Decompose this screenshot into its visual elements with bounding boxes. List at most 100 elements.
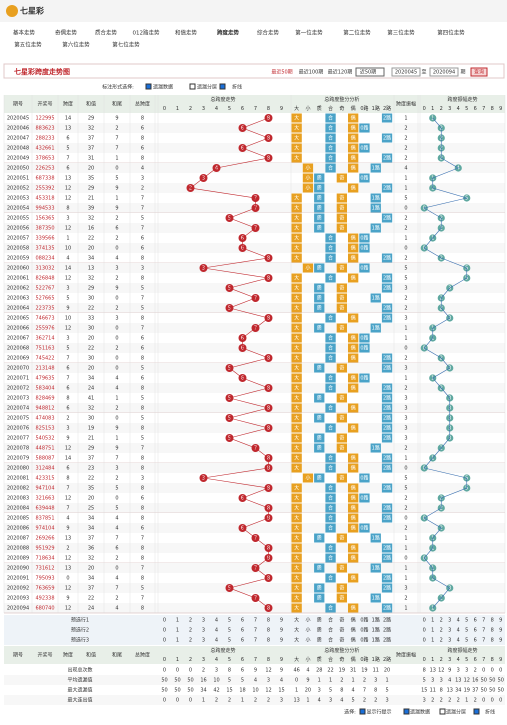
preselect-digit[interactable]: 8	[491, 618, 494, 624]
checkbox[interactable]	[359, 708, 366, 715]
preselect-digit[interactable]: 1	[176, 638, 179, 644]
range[interactable]: 最近120期	[328, 69, 353, 76]
preselect-digit[interactable]: 大	[294, 637, 299, 644]
preselect-digit[interactable]: 9	[280, 618, 283, 624]
preselect-digit[interactable]: 5	[465, 628, 468, 634]
preselect-digit[interactable]: 9	[280, 628, 283, 634]
preselect-digit[interactable]: 小	[305, 627, 310, 634]
preselect-digit[interactable]: 小	[305, 637, 310, 644]
preselect-digit[interactable]: 0	[423, 618, 426, 624]
option[interactable]: 折线	[232, 84, 242, 91]
preselect-digit[interactable]: 2路	[383, 637, 391, 644]
nav-link[interactable]: 012路走势	[133, 29, 160, 37]
nav-link[interactable]: 奇偶走势	[55, 29, 78, 37]
preselect-digit[interactable]: 5	[228, 638, 231, 644]
checkbox[interactable]	[439, 708, 446, 715]
preselect-digit[interactable]: 8	[267, 628, 270, 634]
preselect-digit[interactable]: 0路	[360, 627, 368, 634]
preselect-digit[interactable]: 7	[254, 638, 257, 644]
preselect-digit[interactable]: 3	[202, 638, 205, 644]
preselect-digit[interactable]: 8	[491, 638, 494, 644]
preselect-digit[interactable]: 6	[241, 628, 244, 634]
preselect-digit[interactable]: 3	[202, 628, 205, 634]
footer-option[interactable]: 折线	[485, 709, 495, 716]
preselect-digit[interactable]: 奇	[339, 617, 344, 624]
preselect-digit[interactable]: 1路	[372, 617, 380, 624]
checkbox[interactable]	[403, 708, 410, 715]
nav-link[interactable]: 质合走势	[95, 29, 118, 37]
preselect-digit[interactable]: 7	[482, 618, 485, 624]
footer-option[interactable]: 遗漏分层	[446, 709, 466, 716]
preselect-digit[interactable]: 7	[482, 638, 485, 644]
preselect-digit[interactable]: 9	[499, 638, 502, 644]
preselect-digit[interactable]: 1	[431, 638, 434, 644]
checkbox[interactable]	[189, 83, 196, 90]
preselect-digit[interactable]: 7	[482, 628, 485, 634]
preselect-digit[interactable]: 3	[202, 618, 205, 624]
nav-link[interactable]: 第五位走势	[14, 41, 42, 49]
preselect-digit[interactable]: 2	[440, 618, 443, 624]
preselect-digit[interactable]: 8	[491, 628, 494, 634]
preselect-digit[interactable]: 0	[423, 628, 426, 634]
nav-link[interactable]: 第四位走势	[437, 29, 465, 37]
preselect-digit[interactable]: 质	[317, 627, 322, 634]
preselect-digit[interactable]: 4	[215, 618, 218, 624]
preselect-digit[interactable]: 7	[254, 628, 257, 634]
preselect-digit[interactable]: 3	[448, 638, 451, 644]
preselect-digit[interactable]: 2	[189, 638, 192, 644]
checkbox[interactable]	[145, 83, 152, 90]
preselect-digit[interactable]: 6	[474, 638, 477, 644]
preselect-digit[interactable]: 0	[163, 628, 166, 634]
preselect-digit[interactable]: 大	[294, 627, 299, 634]
preselect-digit[interactable]: 合	[328, 637, 333, 644]
preselect-digit[interactable]: 9	[499, 618, 502, 624]
preselect-digit[interactable]: 2	[189, 618, 192, 624]
select-text[interactable]: 近50期	[360, 69, 376, 76]
preselect-digit[interactable]: 4	[215, 638, 218, 644]
checkbox[interactable]	[219, 83, 226, 90]
preselect-digit[interactable]: 6	[241, 618, 244, 624]
preselect-digit[interactable]: 9	[280, 638, 283, 644]
preselect-digit[interactable]: 6	[474, 618, 477, 624]
preselect-digit[interactable]: 大	[294, 617, 299, 624]
preselect-digit[interactable]: 1路	[372, 637, 380, 644]
nav-link[interactable]: 第七位走势	[112, 41, 140, 49]
preselect-digit[interactable]: 9	[499, 628, 502, 634]
preselect-digit[interactable]: 0路	[360, 637, 368, 644]
preselect-digit[interactable]: 4	[457, 638, 460, 644]
preselect-digit[interactable]: 1	[176, 628, 179, 634]
preselect-digit[interactable]: 质	[317, 617, 322, 624]
preselect-digit[interactable]: 2路	[383, 627, 391, 634]
preselect-digit[interactable]: 2	[189, 628, 192, 634]
range[interactable]: 最近100期	[299, 69, 324, 76]
nav-link[interactable]: 第一位走势	[295, 29, 323, 37]
preselect-digit[interactable]: 4	[457, 618, 460, 624]
query[interactable]: 查询	[474, 69, 484, 76]
preselect-digit[interactable]: 1	[176, 618, 179, 624]
nav-link[interactable]: 第六位走势	[62, 41, 90, 49]
preselect-digit[interactable]: 质	[317, 637, 322, 644]
preselect-digit[interactable]: 6	[241, 638, 244, 644]
preselect-digit[interactable]: 2	[440, 628, 443, 634]
preselect-digit[interactable]: 偶	[351, 617, 356, 624]
preselect-digit[interactable]: 3	[448, 618, 451, 624]
nav-link[interactable]: 基本走势	[13, 29, 36, 37]
preselect-digit[interactable]: 6	[474, 628, 477, 634]
preselect-digit[interactable]: 5	[465, 638, 468, 644]
preselect-digit[interactable]: 4	[215, 628, 218, 634]
preselect-digit[interactable]: 小	[305, 617, 310, 624]
nav-link[interactable]: 和值走势	[175, 29, 198, 37]
preselect-digit[interactable]: 0	[163, 618, 166, 624]
preselect-digit[interactable]: 0	[423, 638, 426, 644]
preselect-digit[interactable]: 5	[228, 628, 231, 634]
preselect-digit[interactable]: 1	[431, 628, 434, 634]
nav-link[interactable]: 第三位走势	[387, 29, 415, 37]
preselect-digit[interactable]: 8	[267, 618, 270, 624]
preselect-digit[interactable]: 2	[440, 638, 443, 644]
preselect-digit[interactable]: 偶	[351, 627, 356, 634]
nav-link[interactable]: 综合走势	[257, 29, 280, 37]
preselect-digit[interactable]: 偶	[351, 637, 356, 644]
preselect-digit[interactable]: 0	[163, 638, 166, 644]
footer-option[interactable]: 遗漏数据	[410, 709, 430, 716]
preselect-digit[interactable]: 合	[328, 617, 333, 624]
